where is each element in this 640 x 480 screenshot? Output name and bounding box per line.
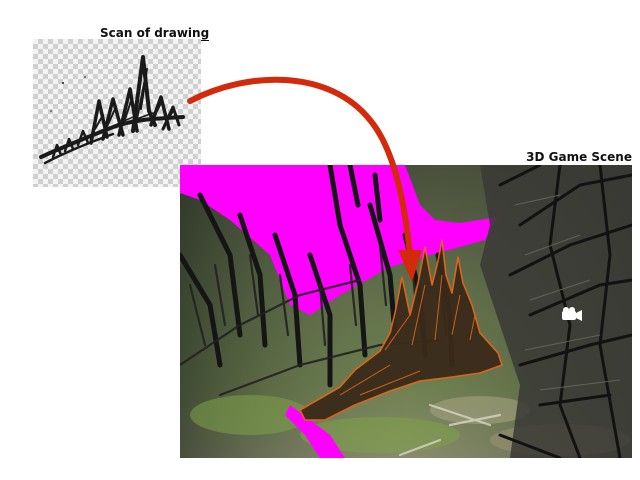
game-scene-label: 3D Game Scene: [526, 150, 632, 164]
camera-icon[interactable]: [562, 307, 582, 321]
scan-sketch: [39, 55, 185, 165]
scan-panel: [33, 39, 201, 187]
placed-sketch-outline: [299, 239, 503, 421]
game-scene-view: [180, 165, 632, 458]
game-scene-panel: [180, 165, 632, 458]
